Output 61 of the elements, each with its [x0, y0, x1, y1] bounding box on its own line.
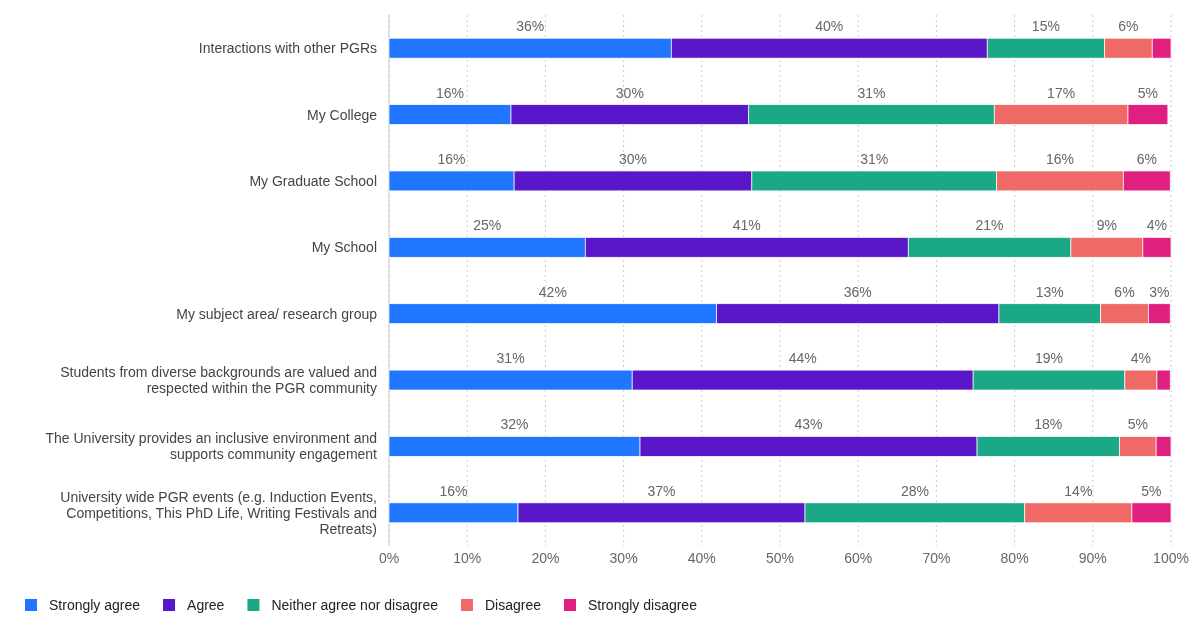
- data-label: 40%: [815, 18, 844, 35]
- y-tick-label: My subject area/ research group: [176, 305, 378, 322]
- y-tick-label: Interactions with other PGRs: [198, 40, 377, 57]
- data-label: 13%: [1035, 283, 1064, 300]
- data-label: 31%: [860, 150, 889, 167]
- legend-label: Disagree: [484, 597, 542, 613]
- y-tick-label: My School: [311, 239, 377, 256]
- x-tick-label: 10%: [453, 550, 482, 566]
- y-tick-label: University wide PGR events (e.g. Induction Events, Competitions, This PhD Life, Writing Festivals and Retreats): [60, 488, 377, 537]
- legend-label: Neither agree nor disagree: [271, 597, 439, 613]
- data-label: 15%: [1031, 18, 1060, 35]
- data-label: 4%: [1146, 217, 1168, 234]
- data-label: 5%: [1137, 84, 1159, 101]
- y-tick-label: My Graduate School: [249, 172, 377, 189]
- data-label: 16%: [435, 84, 465, 101]
- data-label: 43%: [794, 416, 823, 433]
- legend-label: Agree: [187, 597, 225, 613]
- y-tick-label: The University provides an inclusive environment and supports community engagement: [45, 430, 378, 463]
- data-label: 21%: [975, 217, 1004, 234]
- data-label: 44%: [788, 350, 817, 367]
- x-tick-label: 60%: [844, 550, 873, 566]
- x-tick-label: 50%: [765, 550, 795, 566]
- data-label: 4%: [1130, 350, 1152, 367]
- data-label: 5%: [1127, 416, 1148, 433]
- x-tick-label: 80%: [1000, 550, 1029, 566]
- x-tick-label: 100%: [1153, 550, 1189, 566]
- data-label: 31%: [496, 350, 525, 367]
- data-label: 37%: [647, 482, 676, 499]
- data-label: 36%: [516, 18, 545, 35]
- x-tick-label: 30%: [609, 550, 638, 566]
- data-label: 9%: [1096, 217, 1117, 234]
- data-label: 30%: [618, 150, 647, 167]
- data-label: 41%: [732, 217, 761, 234]
- y-tick-label: Students from diverse backgrounds are valued and respected within the PGR community: [60, 364, 377, 397]
- data-label: 18%: [1034, 416, 1063, 433]
- data-label: 32%: [500, 416, 529, 433]
- x-tick-label: 0%: [378, 550, 400, 566]
- y-tick-label: My College: [306, 106, 378, 123]
- x-tick-label: 40%: [687, 550, 716, 566]
- data-label: 6%: [1118, 18, 1139, 35]
- data-label: 16%: [1045, 150, 1074, 167]
- x-tick-label: 90%: [1078, 550, 1107, 566]
- data-label: 28%: [900, 482, 929, 499]
- data-label: 16%: [437, 150, 466, 167]
- data-label: 14%: [1064, 482, 1093, 499]
- legend-label: Strongly agree: [49, 597, 141, 613]
- legend-label: Strongly disagree: [587, 597, 698, 613]
- data-label: 30%: [615, 84, 644, 101]
- x-tick-label: 70%: [922, 550, 951, 566]
- data-label: 6%: [1114, 283, 1135, 300]
- data-label: 3%: [1149, 283, 1170, 300]
- data-label: 31%: [857, 84, 886, 101]
- data-label: 6%: [1136, 150, 1157, 167]
- data-label: 5%: [1141, 482, 1162, 499]
- data-label: 19%: [1034, 350, 1064, 367]
- data-label: 17%: [1047, 84, 1076, 101]
- data-label: 25%: [473, 217, 502, 234]
- data-label: 42%: [538, 283, 567, 300]
- x-tick-label: 20%: [531, 550, 560, 566]
- data-label: 36%: [843, 283, 872, 300]
- data-label: 16%: [439, 482, 468, 499]
